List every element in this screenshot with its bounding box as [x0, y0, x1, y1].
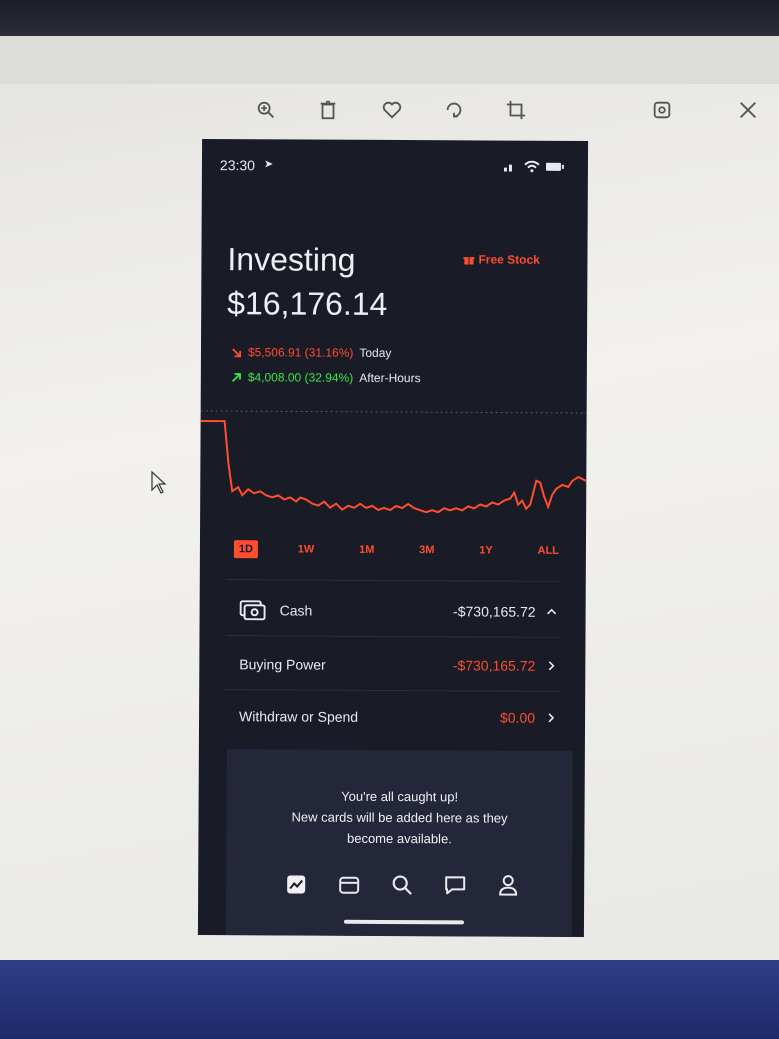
rotate-icon[interactable]: [440, 96, 468, 124]
caught-up-line: become available.: [346, 830, 452, 847]
gift-icon: [463, 256, 475, 265]
signal-icon: [503, 164, 512, 172]
enhance-icon[interactable]: [648, 96, 676, 124]
range-tab-1y[interactable]: 1Y: [479, 544, 493, 557]
buying-power-row[interactable]: Buying Power -$730,165.72: [239, 649, 557, 681]
cash-label: Cash: [279, 602, 313, 619]
cards-section: You're all caught up! New cards will be …: [225, 749, 573, 937]
caught-up-line: You're all caught up!: [341, 788, 459, 805]
withdraw-row[interactable]: Withdraw or Spend $0.00: [239, 701, 557, 733]
range-tab-1m[interactable]: 1M: [359, 543, 375, 556]
arrow-down-icon: [232, 347, 242, 357]
bottom-nav: [284, 871, 520, 898]
home-indicator: [343, 919, 464, 925]
photo-viewer-toolbar: [0, 96, 779, 126]
withdraw-value: $0.00: [499, 709, 536, 726]
today-change-amount: $5,506.91 (31.16%): [247, 345, 354, 360]
heart-icon[interactable]: [378, 96, 406, 124]
after-hours-change: $4,008.00 (32.94%) After-Hours: [231, 370, 421, 385]
divider: [225, 689, 560, 692]
messages-icon[interactable]: [443, 873, 467, 897]
caught-up-line: New cards will be added here as they: [291, 809, 508, 826]
portfolio-balance: $16,176.14: [227, 285, 388, 322]
portfolio-icon[interactable]: [284, 872, 308, 896]
chevron-right-icon: [548, 661, 555, 671]
wifi-icon: [524, 160, 540, 173]
page-title: Investing: [227, 241, 356, 278]
today-change-label: Today: [359, 345, 392, 360]
free-stock-label: Free Stock: [478, 252, 540, 267]
search-icon[interactable]: [390, 873, 414, 897]
today-change: $5,506.91 (31.16%) Today: [231, 345, 392, 360]
range-tab-3m[interactable]: 3M: [419, 544, 435, 557]
after-hours-change-amount: $4,008.00 (32.94%): [247, 370, 354, 385]
monitor-bezel: [0, 0, 779, 40]
arrow-up-icon: [232, 372, 241, 382]
price-line: [200, 419, 587, 514]
range-tab-1d[interactable]: 1D: [233, 540, 259, 559]
range-tab-all[interactable]: ALL: [537, 544, 559, 557]
mouse-cursor-icon: [151, 470, 167, 494]
divider: [225, 579, 560, 582]
cash-value: -$730,165.72: [453, 603, 536, 620]
cash-icon: [239, 600, 266, 621]
buying-power-value: -$730,165.72: [452, 657, 536, 674]
account-icon[interactable]: [496, 874, 520, 898]
delete-icon[interactable]: [314, 96, 342, 124]
taskbar: [0, 960, 779, 1039]
cash-row[interactable]: Cash -$730,165.72: [239, 595, 558, 627]
battery-icon: [545, 162, 564, 171]
status-bar: 23:30 ➤: [220, 157, 570, 179]
wallet-icon[interactable]: [337, 873, 361, 897]
previous-close-line: [200, 410, 587, 414]
range-tab-1w[interactable]: 1W: [297, 543, 315, 556]
divider: [225, 635, 560, 638]
viewer-title-band: [0, 36, 779, 84]
status-time: 23:30: [219, 157, 256, 174]
free-stock-button[interactable]: Free Stock: [463, 252, 540, 267]
caught-up-message: You're all caught up! New cards will be …: [226, 785, 572, 850]
chevron-right-icon: [548, 713, 555, 723]
location-icon: ➤: [263, 158, 274, 171]
edit-icon[interactable]: [734, 96, 762, 124]
phone-screenshot: 23:30 ➤ Investing Free Stock $16,176.14 …: [197, 138, 589, 938]
zoom-icon[interactable]: [252, 96, 280, 124]
chevron-up-icon: [547, 608, 557, 615]
buying-power-label: Buying Power: [239, 656, 326, 673]
crop-icon[interactable]: [502, 96, 530, 124]
withdraw-label: Withdraw or Spend: [239, 708, 359, 725]
after-hours-change-label: After-Hours: [359, 370, 421, 386]
time-range-tabs: 1D 1W 1M 3M 1Y ALL: [233, 537, 564, 563]
portfolio-chart[interactable]: [200, 403, 587, 535]
